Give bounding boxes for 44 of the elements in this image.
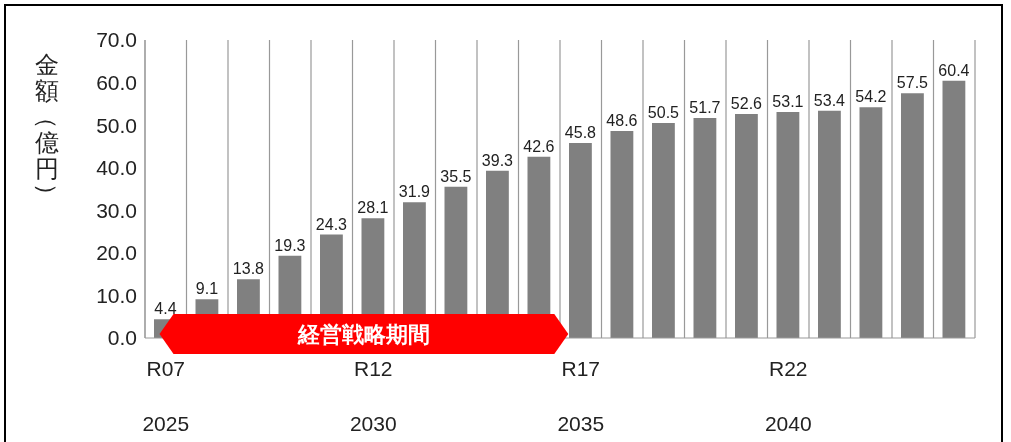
data-label: 28.1 bbox=[357, 199, 389, 217]
data-label: 39.3 bbox=[481, 151, 514, 169]
data-label: 53.4 bbox=[813, 91, 846, 109]
data-label: 24.3 bbox=[315, 215, 348, 233]
y-tick-label: 10.0 bbox=[96, 283, 137, 307]
y-tick-label: 0.0 bbox=[107, 326, 137, 350]
data-label: 52.6 bbox=[730, 95, 763, 113]
bar bbox=[901, 93, 924, 338]
category-label: R22 2040 bbox=[764, 357, 812, 435]
data-label: 19.3 bbox=[274, 236, 306, 254]
data-label: 48.6 bbox=[606, 112, 638, 130]
y-tick-label: 50.0 bbox=[96, 113, 137, 137]
y-tick-label: 20.0 bbox=[96, 241, 137, 265]
bar bbox=[610, 131, 634, 338]
data-label: 31.9 bbox=[398, 183, 431, 201]
data-label: 54.2 bbox=[855, 88, 887, 106]
data-label: 13.8 bbox=[232, 260, 265, 278]
bar bbox=[818, 110, 841, 338]
y-tick-label: 70.0 bbox=[96, 28, 137, 52]
bar bbox=[652, 123, 675, 338]
data-label: 50.5 bbox=[647, 104, 680, 122]
y-tick-label: 30.0 bbox=[96, 198, 137, 222]
data-label: 51.7 bbox=[689, 98, 721, 116]
category-label: R17 2035 bbox=[557, 357, 605, 435]
category-label: R12 2030 bbox=[349, 357, 397, 435]
bar bbox=[693, 117, 717, 338]
annotation: 経営戦略期間 bbox=[296, 322, 430, 347]
category-label: R07 2025 bbox=[142, 357, 190, 435]
bar bbox=[942, 80, 966, 338]
data-label: 42.6 bbox=[523, 137, 555, 155]
data-label: 53.1 bbox=[772, 92, 804, 110]
data-label: 9.1 bbox=[195, 280, 219, 298]
bar bbox=[569, 143, 592, 338]
y-tick-label: 40.0 bbox=[96, 156, 137, 180]
bar bbox=[776, 111, 800, 338]
y-axis-title: 金額（億円） bbox=[34, 51, 61, 208]
data-label: 45.8 bbox=[564, 124, 597, 142]
data-label: 4.4 bbox=[154, 300, 177, 318]
bar bbox=[859, 107, 883, 338]
y-tick-label: 60.0 bbox=[96, 71, 137, 95]
bar bbox=[735, 114, 758, 338]
data-label: 60.4 bbox=[938, 61, 970, 79]
data-label: 57.5 bbox=[896, 74, 929, 92]
data-label: 35.5 bbox=[440, 167, 472, 185]
